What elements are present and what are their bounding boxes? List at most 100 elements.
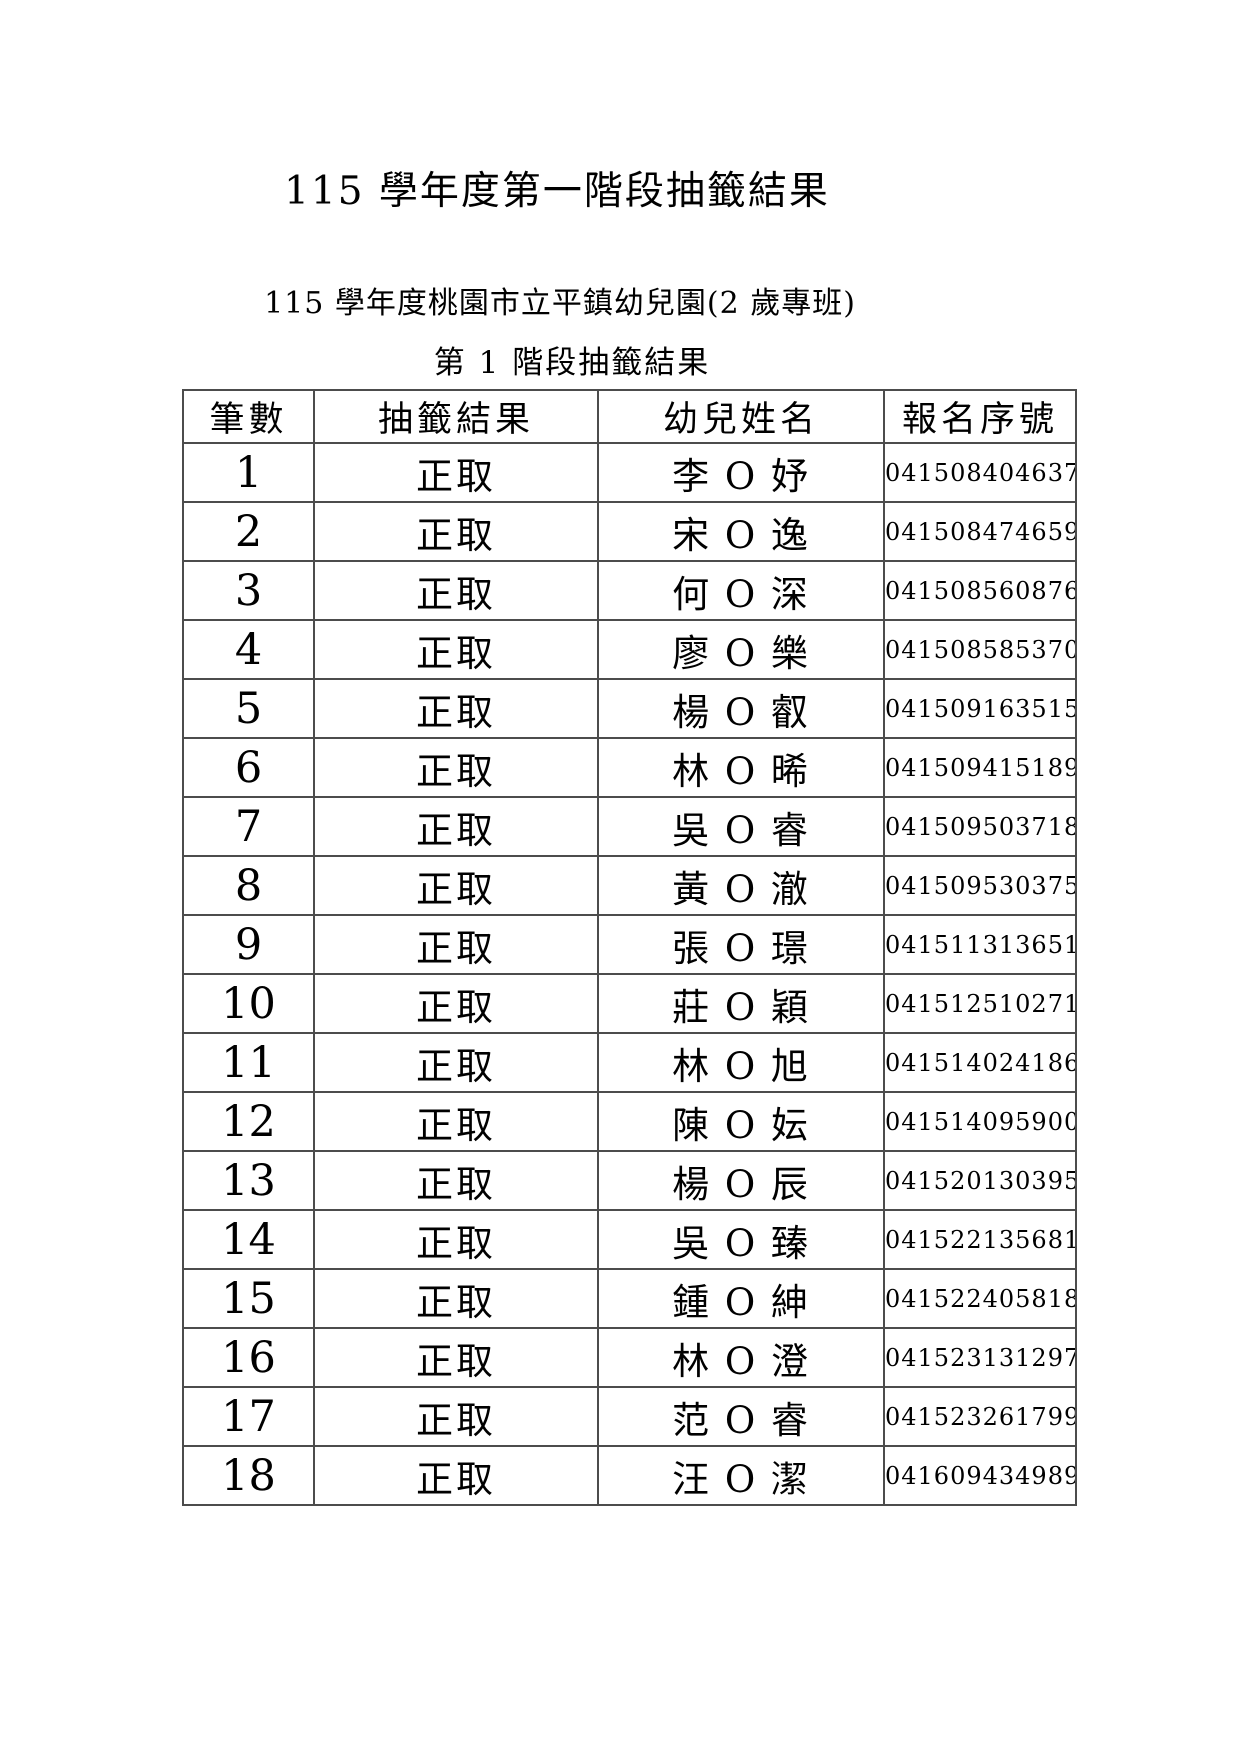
cell-index: 3 xyxy=(182,560,315,621)
cell-result: 正取 xyxy=(313,1445,599,1506)
cell-result: 正取 xyxy=(313,1091,599,1152)
cell-name: 吳 O 睿 xyxy=(597,796,885,857)
cell-reg-no: 041514024186 xyxy=(883,1032,1077,1093)
cell-name: 張 O 璟 xyxy=(597,914,885,975)
cell-name: 陳 O 妘 xyxy=(597,1091,885,1152)
cell-reg-no: 041508404637 xyxy=(883,442,1077,503)
cell-name: 林 O 晞 xyxy=(597,737,885,798)
table-row: 17 正取 范 O 睿 041523261799 xyxy=(182,1386,1077,1447)
cell-name: 林 O 澄 xyxy=(597,1327,885,1388)
cell-result: 正取 xyxy=(313,560,599,621)
cell-name: 楊 O 叡 xyxy=(597,678,885,739)
cell-name: 莊 O 穎 xyxy=(597,973,885,1034)
table-row: 18 正取 汪 O 潔 041609434989 xyxy=(182,1445,1077,1506)
cell-index: 8 xyxy=(182,855,315,916)
cell-result: 正取 xyxy=(313,914,599,975)
cell-name: 吳 O 臻 xyxy=(597,1209,885,1270)
column-header-reg-no: 報名序號 xyxy=(883,389,1077,444)
cell-reg-no: 041509415189 xyxy=(883,737,1077,798)
cell-index: 10 xyxy=(182,973,315,1034)
cell-result: 正取 xyxy=(313,1209,599,1270)
table-row: 14 正取 吳 O 臻 041522135681 xyxy=(182,1209,1077,1270)
cell-reg-no: 041522135681 xyxy=(883,1209,1077,1270)
cell-reg-no: 041523131297 xyxy=(883,1327,1077,1388)
cell-index: 14 xyxy=(182,1209,315,1270)
cell-index: 5 xyxy=(182,678,315,739)
cell-result: 正取 xyxy=(313,1386,599,1447)
cell-index: 12 xyxy=(182,1091,315,1152)
table-row: 3 正取 何 O 深 041508560876 xyxy=(182,560,1077,621)
cell-name: 宋 O 逸 xyxy=(597,501,885,562)
school-title: 115 學年度桃園市立平鎮幼兒園(2 歲專班) xyxy=(264,286,856,321)
cell-index: 11 xyxy=(182,1032,315,1093)
cell-reg-no: 041508560876 xyxy=(883,560,1077,621)
cell-index: 6 xyxy=(182,737,315,798)
cell-index: 17 xyxy=(182,1386,315,1447)
table-row: 11 正取 林 O 旭 041514024186 xyxy=(182,1032,1077,1093)
cell-result: 正取 xyxy=(313,1268,599,1329)
cell-result: 正取 xyxy=(313,501,599,562)
cell-result: 正取 xyxy=(313,1327,599,1388)
table-row: 9 正取 張 O 璟 041511313651 xyxy=(182,914,1077,975)
table-row: 5 正取 楊 O 叡 041509163515 xyxy=(182,678,1077,739)
table-row: 12 正取 陳 O 妘 041514095900 xyxy=(182,1091,1077,1152)
column-header-result: 抽籤結果 xyxy=(313,389,599,444)
results-table-body: 1 正取 李 O 妤 041508404637 2 正取 宋 O 逸 04150… xyxy=(182,442,1077,1506)
cell-name: 黃 O 澈 xyxy=(597,855,885,916)
cell-name: 楊 O 辰 xyxy=(597,1150,885,1211)
cell-result: 正取 xyxy=(313,855,599,916)
cell-result: 正取 xyxy=(313,737,599,798)
table-row: 10 正取 莊 O 穎 041512510271 xyxy=(182,973,1077,1034)
cell-reg-no: 041508585370 xyxy=(883,619,1077,680)
cell-index: 1 xyxy=(182,442,315,503)
cell-result: 正取 xyxy=(313,973,599,1034)
cell-index: 9 xyxy=(182,914,315,975)
cell-reg-no: 041509163515 xyxy=(883,678,1077,739)
table-row: 15 正取 鍾 O 紳 041522405818 xyxy=(182,1268,1077,1329)
table-header-row: 筆數 抽籤結果 幼兒姓名 報名序號 xyxy=(182,389,1077,444)
cell-name: 何 O 深 xyxy=(597,560,885,621)
cell-result: 正取 xyxy=(313,619,599,680)
cell-name: 鍾 O 紳 xyxy=(597,1268,885,1329)
cell-index: 15 xyxy=(182,1268,315,1329)
cell-name: 李 O 妤 xyxy=(597,442,885,503)
column-header-index: 筆數 xyxy=(182,389,315,444)
cell-result: 正取 xyxy=(313,1032,599,1093)
cell-result: 正取 xyxy=(313,678,599,739)
table-row: 16 正取 林 O 澄 041523131297 xyxy=(182,1327,1077,1388)
cell-reg-no: 041523261799 xyxy=(883,1386,1077,1447)
cell-index: 18 xyxy=(182,1445,315,1506)
cell-name: 林 O 旭 xyxy=(597,1032,885,1093)
main-title: 115 學年度第一階段抽籤結果 xyxy=(284,169,830,214)
table-row: 1 正取 李 O 妤 041508404637 xyxy=(182,442,1077,503)
cell-index: 2 xyxy=(182,501,315,562)
cell-reg-no: 041609434989 xyxy=(883,1445,1077,1506)
cell-reg-no: 041509503718 xyxy=(883,796,1077,857)
cell-reg-no: 041514095900 xyxy=(883,1091,1077,1152)
cell-reg-no: 041509530375 xyxy=(883,855,1077,916)
table-row: 2 正取 宋 O 逸 041508474659 xyxy=(182,501,1077,562)
cell-result: 正取 xyxy=(313,1150,599,1211)
cell-name: 汪 O 潔 xyxy=(597,1445,885,1506)
table-row: 13 正取 楊 O 辰 041520130395 xyxy=(182,1150,1077,1211)
cell-result: 正取 xyxy=(313,796,599,857)
cell-reg-no: 041522405818 xyxy=(883,1268,1077,1329)
table-row: 4 正取 廖 O 樂 041508585370 xyxy=(182,619,1077,680)
cell-index: 4 xyxy=(182,619,315,680)
results-table: 筆數 抽籤結果 幼兒姓名 報名序號 1 正取 李 O 妤 04150840463… xyxy=(182,389,1077,1506)
stage-title: 第 1 階段抽籤結果 xyxy=(433,345,711,381)
table-row: 7 正取 吳 O 睿 041509503718 xyxy=(182,796,1077,857)
table-row: 8 正取 黃 O 澈 041509530375 xyxy=(182,855,1077,916)
cell-name: 范 O 睿 xyxy=(597,1386,885,1447)
table-row: 6 正取 林 O 晞 041509415189 xyxy=(182,737,1077,798)
cell-reg-no: 041508474659 xyxy=(883,501,1077,562)
cell-reg-no: 041520130395 xyxy=(883,1150,1077,1211)
cell-result: 正取 xyxy=(313,442,599,503)
cell-name: 廖 O 樂 xyxy=(597,619,885,680)
cell-reg-no: 041512510271 xyxy=(883,973,1077,1034)
cell-index: 13 xyxy=(182,1150,315,1211)
cell-reg-no: 041511313651 xyxy=(883,914,1077,975)
cell-index: 16 xyxy=(182,1327,315,1388)
cell-index: 7 xyxy=(182,796,315,857)
